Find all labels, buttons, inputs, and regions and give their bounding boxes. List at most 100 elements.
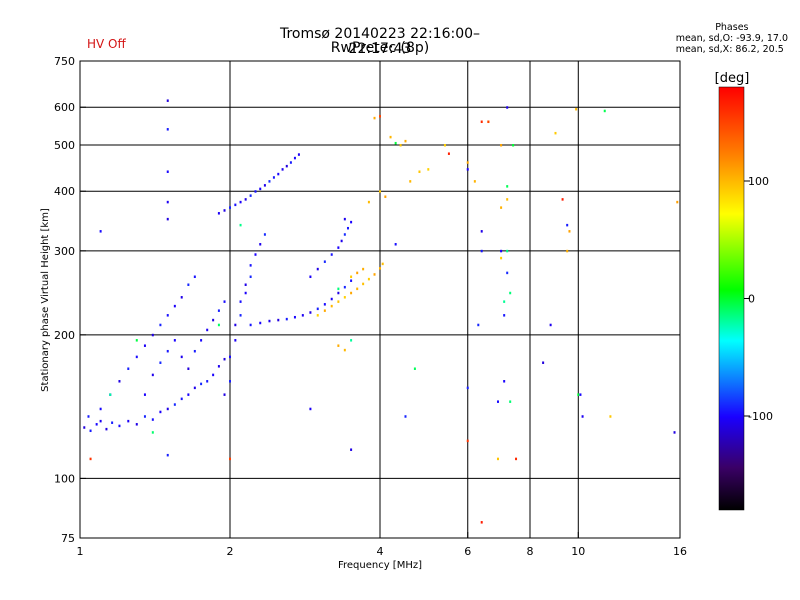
colorbar-tick-label: 100 [748, 175, 769, 188]
data-point [127, 367, 130, 370]
data-point [466, 161, 469, 164]
data-points [83, 99, 679, 524]
data-point [466, 386, 469, 390]
colorbar-tick-label: -100 [748, 410, 773, 423]
phase-stats-x: mean, sd,X: 86.2, 20.5 [675, 44, 784, 55]
data-point [356, 287, 359, 291]
data-point [480, 521, 483, 524]
data-point [350, 279, 353, 282]
data-point [166, 314, 169, 317]
data-point [239, 200, 242, 204]
data-point [404, 415, 407, 418]
data-point [500, 256, 503, 260]
y-tick-label: 750 [54, 55, 75, 68]
gridlines [80, 61, 680, 538]
data-point [239, 314, 242, 317]
data-point [466, 439, 469, 443]
colorbar [718, 86, 745, 511]
phase-stats-o: mean, sd,O: -93.9, 17.0 [675, 33, 788, 44]
phase-stats-header: Phases [715, 22, 749, 33]
data-point [217, 309, 220, 312]
data-point [503, 380, 506, 383]
data-point [316, 267, 319, 271]
data-point [568, 230, 571, 233]
data-point [99, 230, 102, 233]
data-point [151, 431, 154, 434]
data-point [379, 267, 381, 270]
y-tick-label: 600 [54, 101, 75, 114]
data-point [259, 243, 262, 246]
data-point [166, 453, 169, 457]
data-point [309, 311, 312, 314]
data-point [350, 220, 353, 224]
data-point [343, 348, 346, 352]
data-point [187, 393, 190, 396]
data-point [512, 143, 515, 147]
data-point [515, 457, 518, 461]
data-point [480, 230, 483, 233]
data-point [166, 200, 169, 204]
data-point [289, 161, 292, 164]
data-point [301, 314, 304, 317]
data-point [293, 156, 296, 160]
data-point [477, 323, 480, 327]
data-point [309, 275, 312, 279]
data-point [193, 386, 196, 390]
data-point [259, 321, 262, 325]
data-point [343, 285, 346, 289]
data-point [143, 415, 146, 418]
data-point [309, 407, 312, 411]
data-point [340, 239, 343, 243]
data-point [244, 291, 247, 295]
data-point [350, 339, 353, 342]
data-point [135, 355, 138, 359]
data-point [503, 314, 506, 317]
data-point [447, 152, 450, 155]
data-point [579, 393, 582, 396]
data-point [443, 143, 446, 147]
data-point [263, 233, 266, 236]
x-tick-label: 2 [227, 545, 234, 558]
data-point [217, 323, 220, 327]
data-point [166, 407, 169, 411]
y-tick-label: 100 [54, 472, 75, 485]
data-point [673, 431, 676, 434]
data-point [212, 373, 215, 377]
data-point [503, 300, 506, 303]
data-point [206, 380, 209, 383]
phase-stats: Phases mean, sd,O: -93.9, 17.0 mean, sd,… [676, 22, 788, 55]
data-point [603, 109, 606, 113]
data-point [554, 131, 557, 135]
data-point [293, 315, 296, 319]
data-point [223, 357, 226, 361]
data-point [223, 393, 226, 396]
data-point [379, 190, 381, 193]
data-point [330, 297, 333, 301]
data-point [676, 200, 679, 204]
data-point [229, 206, 231, 209]
x-tick-label: 1 [77, 545, 84, 558]
data-point [180, 397, 183, 401]
data-point [379, 115, 381, 118]
data-point [200, 382, 203, 386]
data-point [166, 99, 169, 102]
data-point [316, 307, 319, 311]
data-point [427, 168, 430, 171]
data-point [173, 304, 176, 308]
data-point [577, 393, 580, 396]
data-point [212, 318, 215, 322]
data-point [180, 296, 183, 299]
data-point [330, 253, 333, 256]
data-point [343, 233, 346, 236]
data-point [316, 314, 319, 317]
data-point [362, 282, 365, 286]
data-point [127, 419, 130, 423]
data-point [404, 139, 407, 143]
x-tick-label: 6 [464, 545, 471, 558]
data-point [229, 457, 231, 461]
data-point [542, 361, 545, 364]
data-point [135, 423, 138, 426]
data-point [323, 309, 326, 312]
data-point [394, 141, 397, 145]
